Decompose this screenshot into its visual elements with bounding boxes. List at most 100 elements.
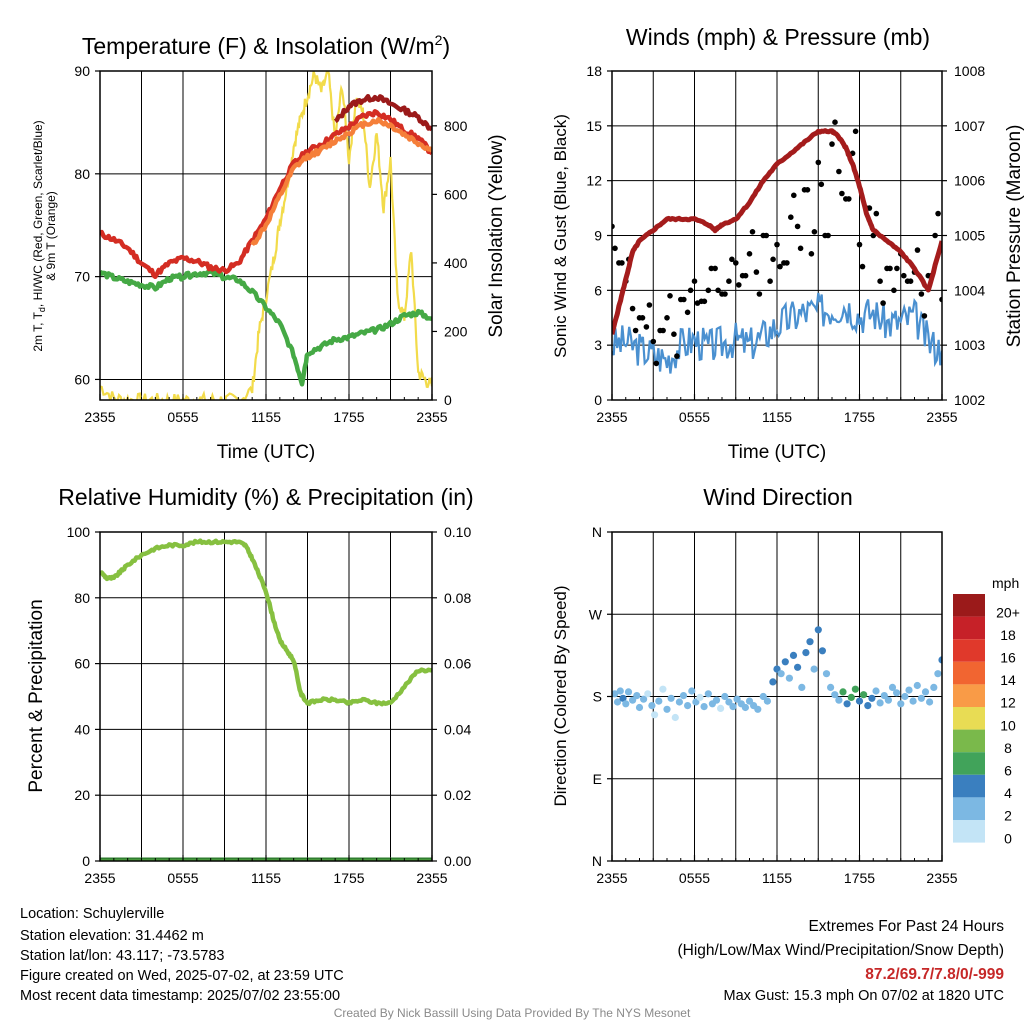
humidity-y-tick-label: 60 xyxy=(74,656,90,672)
gust-point xyxy=(852,128,859,135)
gust-point xyxy=(753,269,760,275)
gust-point xyxy=(918,291,925,297)
wind-direction-point xyxy=(926,698,934,706)
temperature-y-label: 2m T, Td, HI/WC (Red, Green, Scarlet/Blu… xyxy=(31,120,47,351)
gust-point xyxy=(742,272,749,279)
temperature-y2-tick-label: 200 xyxy=(444,323,468,339)
wind-direction-y-label: Direction (Colored By Speed) xyxy=(551,585,570,806)
wind-direction-points xyxy=(612,626,942,722)
relative-humidity-line xyxy=(100,538,432,707)
temperature-line xyxy=(100,109,432,280)
humidity-panel-title: Relative Humidity (%) & Precipitation (i… xyxy=(58,484,473,510)
wind-direction-point xyxy=(921,688,930,696)
gust-point xyxy=(935,210,941,217)
humidity-y2-tick-label: 0.00 xyxy=(444,853,471,869)
temperature-y-tick-label: 60 xyxy=(74,371,90,387)
wind-direction-point xyxy=(616,687,624,695)
winds-x-label: Time (UTC) xyxy=(728,442,827,463)
temperature-y-label-line2: & 9m T (Orange) xyxy=(44,191,58,281)
humidity-x-tick-label: 0555 xyxy=(167,870,198,886)
gust-point xyxy=(907,278,914,285)
wind-direction-point xyxy=(835,696,843,704)
winds-y2-tick-label: 1007 xyxy=(954,118,985,134)
temperature-x-tick-label: 2355 xyxy=(416,409,447,425)
wind-direction-point xyxy=(725,698,733,706)
gust-point xyxy=(804,187,811,193)
wind-direction-point xyxy=(777,670,785,678)
humidity-y2-tick-label: 0.10 xyxy=(444,524,471,540)
colorbar-label: 18 xyxy=(1000,627,1016,643)
gust-point xyxy=(818,181,825,188)
wind-direction-point xyxy=(769,678,777,686)
winds-y-label: Sonic Wind & Gust (Blue, Black) xyxy=(551,114,570,358)
gust-point xyxy=(684,309,691,316)
humidity-y2-tick-label: 0.04 xyxy=(444,721,471,737)
wind-direction-grid xyxy=(612,532,942,861)
gust-point xyxy=(880,300,886,306)
gust-point xyxy=(770,256,776,263)
gust-point xyxy=(767,278,773,285)
wind-direction-point xyxy=(659,685,667,693)
colorbar-swatch xyxy=(953,752,985,775)
gust-point xyxy=(815,159,822,166)
colorbar-title: mph xyxy=(992,575,1019,591)
wind-direction-point xyxy=(663,705,671,713)
colorbar-label: 4 xyxy=(1004,785,1012,801)
gust-point xyxy=(705,287,712,294)
wind-direction-y-tick-label: S xyxy=(593,689,602,705)
wind-direction-point xyxy=(831,691,839,699)
winds-y2-tick-label: 1002 xyxy=(954,392,985,408)
wind-direction-point xyxy=(872,687,880,695)
temperature-panel: Temperature (F) & Insolation (W/m2) 2355… xyxy=(31,32,507,463)
gust-point xyxy=(894,265,900,272)
wind-direction-point xyxy=(671,713,679,722)
gust-point xyxy=(643,324,650,330)
winds-x-tick-label: 2355 xyxy=(596,409,627,425)
winds-x-tick-label: 0555 xyxy=(679,409,710,425)
gust-point xyxy=(650,338,657,345)
colorbar-swatch xyxy=(953,707,985,730)
gust-point xyxy=(691,278,698,285)
humidity-series xyxy=(100,538,432,861)
gust-point xyxy=(856,241,863,248)
humidity-y2-tick-label: 0.02 xyxy=(444,787,471,803)
temperature-ticks: 2355 0555 1155 1755 2355 60 70 80 90 0 200 400 600 80… xyxy=(74,63,467,425)
wind-direction-point xyxy=(847,693,855,702)
wind-direction-point xyxy=(818,647,827,655)
gust-point xyxy=(887,265,893,272)
wind-direction-x-tick-label: 1155 xyxy=(762,870,792,886)
winds-y-tick-label: 18 xyxy=(586,63,602,79)
winds-y-tick-label: 0 xyxy=(594,392,602,408)
temperature-x-tick-label: 2355 xyxy=(84,409,115,425)
gust-point xyxy=(891,287,897,294)
winds-panel-title: Winds (mph) & Pressure (mb) xyxy=(626,24,930,50)
gust-point xyxy=(671,331,677,338)
gust-point xyxy=(629,305,636,312)
colorbar-label: 0 xyxy=(1004,830,1012,846)
humidity-x-tick-label: 1755 xyxy=(333,870,364,886)
winds-x-tick-label: 1755 xyxy=(844,409,875,425)
station-location: Location: Schuylerville xyxy=(20,906,165,922)
humidity-y-label: Percent & Precipitation xyxy=(26,599,47,792)
max-gust: Max Gust: 15.3 mph On 07/02 at 1820 UTC xyxy=(723,988,1004,1004)
colorbar-label: 8 xyxy=(1004,740,1012,756)
gust-point xyxy=(921,313,928,319)
winds-grid xyxy=(612,71,942,400)
colorbar-label: 16 xyxy=(1000,650,1016,666)
wind-direction-point xyxy=(624,688,633,696)
gust-point xyxy=(712,265,718,272)
colorbar-label: 10 xyxy=(1000,717,1016,733)
wind-direction-point xyxy=(814,626,822,634)
temperature-y-tick-label: 90 xyxy=(74,63,90,79)
figure-created: Figure created on Wed, 2025-07-02, at 23… xyxy=(20,968,344,984)
wind-direction-point xyxy=(635,703,644,712)
wind-direction-point xyxy=(897,700,905,708)
wind-direction-point xyxy=(785,674,794,682)
winds-y2-tick-label: 1004 xyxy=(954,282,985,298)
winds-y2-tick-label: 1008 xyxy=(954,63,985,79)
wind-direction-point xyxy=(759,692,767,701)
wind-direction-point xyxy=(855,697,864,705)
wind-direction-point xyxy=(622,700,630,708)
wind-direction-point xyxy=(675,698,684,706)
gust-point xyxy=(836,168,842,175)
